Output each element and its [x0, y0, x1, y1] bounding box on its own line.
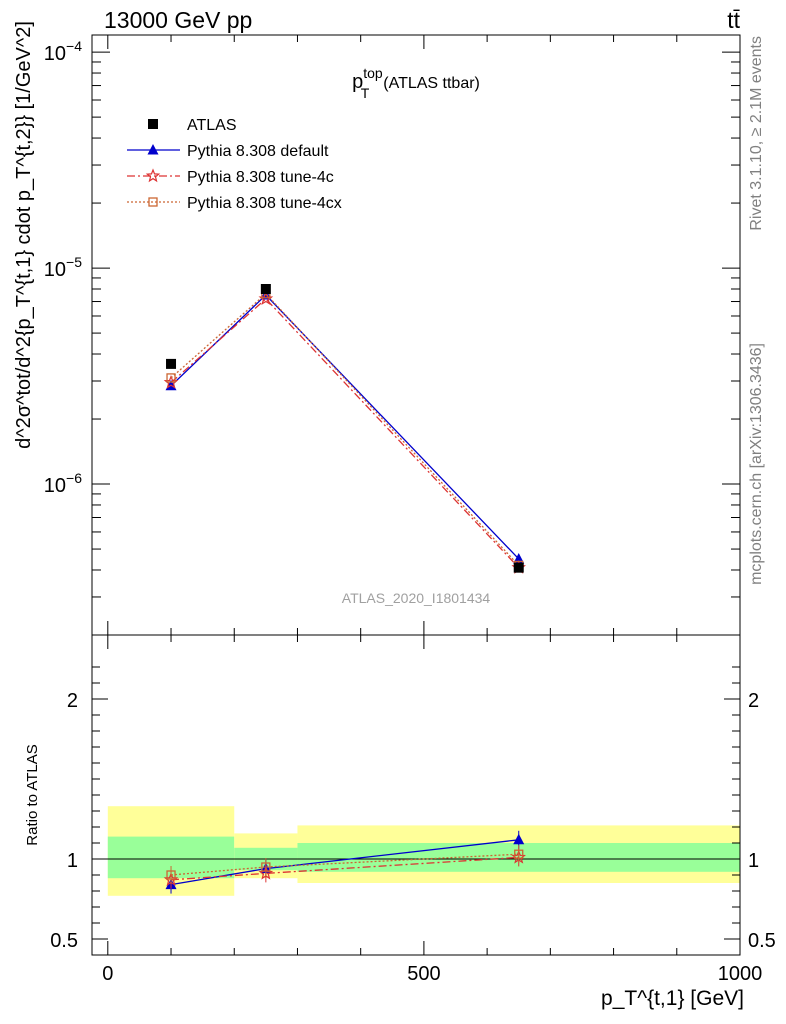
legend-marker-default: [147, 144, 159, 155]
series-line-tune4c: [170, 297, 520, 569]
header-right: tt̄: [727, 7, 740, 33]
header-left: 13000 GeV pp: [104, 7, 252, 33]
ratio-y-label: Ratio to ATLAS: [24, 744, 41, 845]
ratio-point-tune4cx: [261, 862, 271, 872]
rivet-label: Rivet 3.1.10, ≥ 2.1M events: [748, 36, 765, 231]
x-tick-label: 0: [102, 963, 113, 985]
y-tick-label: 10−6: [44, 470, 82, 497]
series-group: [163, 284, 526, 574]
ratio-series-group: [163, 830, 526, 894]
y-axis-label: d^2σ^tot/d^2{p_T^{t,1} cdot p_T^{t,2}} […: [13, 21, 35, 449]
ratio-tick-label: 1: [748, 850, 759, 872]
ratio-bands: [92, 806, 740, 896]
y-tick-label: 10−5: [44, 254, 82, 281]
title-sup: top: [363, 65, 383, 81]
ratio-point-default: [513, 833, 525, 845]
source-label: mcplots.cern.ch [arXiv:1306.3436]: [748, 343, 765, 585]
ratio-tick-label: 2: [748, 690, 759, 712]
series-line-default: [170, 294, 520, 560]
title-rest: (ATLAS ttbar): [383, 75, 480, 92]
legend-label-tune4c: Pythia 8.308 tune-4c: [187, 169, 334, 186]
point-data: [513, 562, 524, 573]
legend-marker-data: [148, 119, 158, 129]
series-line-tune4cx: [170, 292, 520, 566]
tick-labels: 0 500 1000 10−6 10−5 10−4 0.5 0.5 1 1 2 2: [44, 38, 776, 985]
legend-label-data: ATLAS: [187, 117, 237, 134]
axis-ticks: [92, 35, 741, 955]
ratio-tick-label: 0.5: [748, 930, 776, 952]
legend-label-tune4cx: Pythia 8.308 tune-4cx: [187, 195, 342, 212]
chart-title: ptop T (ATLAS ttbar): [352, 65, 480, 101]
x-tick-label: 500: [407, 963, 440, 985]
legend-marker-tune4cx: [148, 197, 158, 207]
ratio-line-tune4c: [170, 856, 519, 881]
ratio-point-tune4cx: [514, 849, 524, 859]
title-sub: T: [361, 85, 370, 101]
point-data: [260, 284, 271, 295]
analysis-watermark: ATLAS_2020_I1801434: [342, 590, 491, 606]
title-main: p: [352, 71, 363, 93]
point-tune4cx: [166, 373, 176, 383]
ratio-point-tune4cx: [166, 870, 176, 880]
point-data: [166, 358, 177, 369]
x-axis-label: p_T^{t,1} [GeV]: [601, 987, 744, 1010]
legend-marker-tune4c: [145, 168, 161, 183]
ratio-tick-label: 2: [67, 690, 78, 712]
y-tick-label: 10−4: [44, 38, 82, 65]
ratio-frame: [91, 634, 741, 956]
legend: ATLAS Pythia 8.308 default Pythia 8.308 tu…: [127, 117, 342, 212]
x-tick-label: 1000: [718, 963, 763, 985]
ratio-tick-label: 0.5: [50, 930, 78, 952]
legend-label-default: Pythia 8.308 default: [187, 143, 329, 160]
ratio-tick-label: 1: [67, 850, 78, 872]
